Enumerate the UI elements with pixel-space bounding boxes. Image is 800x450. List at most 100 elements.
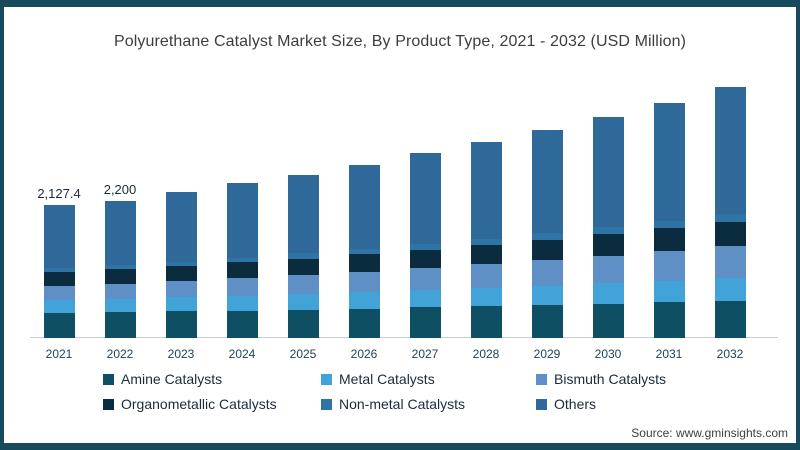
bar-segment-metal-catalysts: [226, 295, 258, 311]
bar-segment-others: [165, 192, 197, 262]
bar-segment-organometallic-catalysts: [531, 239, 563, 261]
bar-segment-amine-catalysts: [653, 302, 685, 338]
x-axis-label-2028: 2028: [472, 347, 500, 361]
bar-segment-metal-catalysts: [653, 280, 685, 303]
bar-segment-organometallic-catalysts: [287, 258, 319, 276]
bar-segment-non-metal-catalysts: [226, 257, 258, 263]
bar-segment-bismuth-catalysts: [409, 268, 441, 290]
bar-segment-organometallic-catalysts: [470, 244, 502, 265]
bar-segment-metal-catalysts: [104, 298, 136, 313]
bar-segment-organometallic-catalysts: [226, 262, 258, 279]
stacked-bar-2021: [43, 205, 75, 338]
bar-segment-amine-catalysts: [470, 306, 502, 338]
bar-segment-metal-catalysts: [714, 277, 746, 301]
stacked-bar-2026: [348, 164, 380, 338]
bar-segment-metal-catalysts: [531, 285, 563, 306]
stacked-bar-2023: [165, 192, 197, 338]
bar-segment-metal-catalysts: [287, 293, 319, 310]
stacked-bar-2022: [104, 200, 136, 338]
bar-segment-metal-catalysts: [592, 283, 624, 304]
bar-segment-bismuth-catalysts: [470, 264, 502, 288]
x-axis-label-2030: 2030: [594, 347, 622, 361]
source-attribution: Source: www.gminsights.com: [631, 426, 788, 440]
bar-segment-metal-catalysts: [409, 289, 441, 308]
bar-segment-amine-catalysts: [104, 312, 136, 338]
bar-segment-metal-catalysts: [348, 292, 380, 309]
bar-segment-others: [531, 129, 563, 233]
bar-segment-bismuth-catalysts: [653, 251, 685, 281]
bar-segment-non-metal-catalysts: [592, 226, 624, 235]
bar-segment-amine-catalysts: [409, 307, 441, 338]
bar-segment-organometallic-catalysts: [653, 228, 685, 252]
bar-value-label: 2,127.4: [37, 186, 81, 202]
bar-segment-bismuth-catalysts: [714, 245, 746, 278]
bar-segment-organometallic-catalysts: [165, 266, 197, 282]
bar-segment-bismuth-catalysts: [43, 285, 75, 300]
stacked-bar-2025: [287, 174, 319, 338]
x-axis-label-2022: 2022: [106, 347, 134, 361]
bar-segment-bismuth-catalysts: [165, 281, 197, 298]
stacked-bar-2027: [409, 153, 441, 338]
x-axis-label-2031: 2031: [655, 347, 683, 361]
bar-segment-amine-catalysts: [714, 300, 746, 338]
bar-segment-organometallic-catalysts: [104, 269, 136, 284]
bar-segment-others: [104, 200, 136, 266]
stacked-bar-2028: [470, 142, 502, 338]
bar-segment-bismuth-catalysts: [104, 283, 136, 299]
bar-segment-others: [592, 117, 624, 227]
stacked-bar-2030: [592, 117, 624, 338]
bar-segment-others: [43, 205, 75, 268]
bar-segment-others: [348, 164, 380, 249]
bar-segment-others: [714, 87, 746, 214]
x-axis-label-2032: 2032: [716, 347, 744, 361]
bar-segment-others: [226, 183, 258, 258]
bar-segment-amine-catalysts: [226, 310, 258, 338]
bar-segment-bismuth-catalysts: [226, 278, 258, 296]
bar-segment-organometallic-catalysts: [714, 221, 746, 246]
bar-segment-non-metal-catalysts: [165, 261, 197, 267]
bar-segment-others: [409, 153, 441, 244]
bar-segment-organometallic-catalysts: [43, 271, 75, 286]
bar-segment-non-metal-catalysts: [409, 243, 441, 250]
bar-segment-metal-catalysts: [165, 297, 197, 312]
x-axis-label-2023: 2023: [167, 347, 195, 361]
x-axis-label-2024: 2024: [228, 347, 256, 361]
x-axis-label-2027: 2027: [411, 347, 439, 361]
chart-title: Polyurethane Catalyst Market Size, By Pr…: [113, 33, 687, 50]
bar-segment-non-metal-catalysts: [714, 213, 746, 222]
x-axis-label-2021: 2021: [45, 347, 73, 361]
bar-segment-amine-catalysts: [592, 303, 624, 338]
stacked-bar-2032: [714, 87, 746, 338]
bar-segment-organometallic-catalysts: [409, 249, 441, 269]
x-axis-label-2025: 2025: [289, 347, 317, 361]
bar-segment-amine-catalysts: [43, 313, 75, 338]
bar-value-label: 2,200: [103, 181, 137, 197]
bar-segment-non-metal-catalysts: [348, 248, 380, 255]
plot-area: 2,127.4 2021 2,200 2022 2023 2024 2025 2026 2027…: [4, 7, 796, 443]
bar-segment-non-metal-catalysts: [470, 238, 502, 245]
bar-segment-organometallic-catalysts: [592, 234, 624, 256]
stacked-bar-2024: [226, 183, 258, 338]
bar-segment-bismuth-catalysts: [348, 271, 380, 293]
x-axis-label-2029: 2029: [533, 347, 561, 361]
bar-segment-amine-catalysts: [348, 308, 380, 338]
bar-segment-bismuth-catalysts: [287, 275, 319, 294]
bar-segment-metal-catalysts: [43, 299, 75, 314]
bar-segment-non-metal-catalysts: [104, 265, 136, 270]
bar-segment-bismuth-catalysts: [531, 260, 563, 286]
bar-segment-organometallic-catalysts: [348, 254, 380, 272]
x-axis-line: [30, 337, 778, 338]
bar-segment-others: [287, 174, 319, 254]
stacked-bar-2031: [653, 103, 685, 338]
bar-segment-metal-catalysts: [470, 287, 502, 307]
x-axis-label-2026: 2026: [350, 347, 378, 361]
bar-segment-amine-catalysts: [165, 311, 197, 338]
bar-segment-amine-catalysts: [531, 305, 563, 338]
bar-segment-non-metal-catalysts: [653, 220, 685, 229]
bar-segment-bismuth-catalysts: [592, 255, 624, 284]
bar-segment-others: [470, 142, 502, 239]
bar-segment-non-metal-catalysts: [287, 253, 319, 259]
bar-segment-amine-catalysts: [287, 309, 319, 338]
bar-segment-others: [653, 103, 685, 221]
